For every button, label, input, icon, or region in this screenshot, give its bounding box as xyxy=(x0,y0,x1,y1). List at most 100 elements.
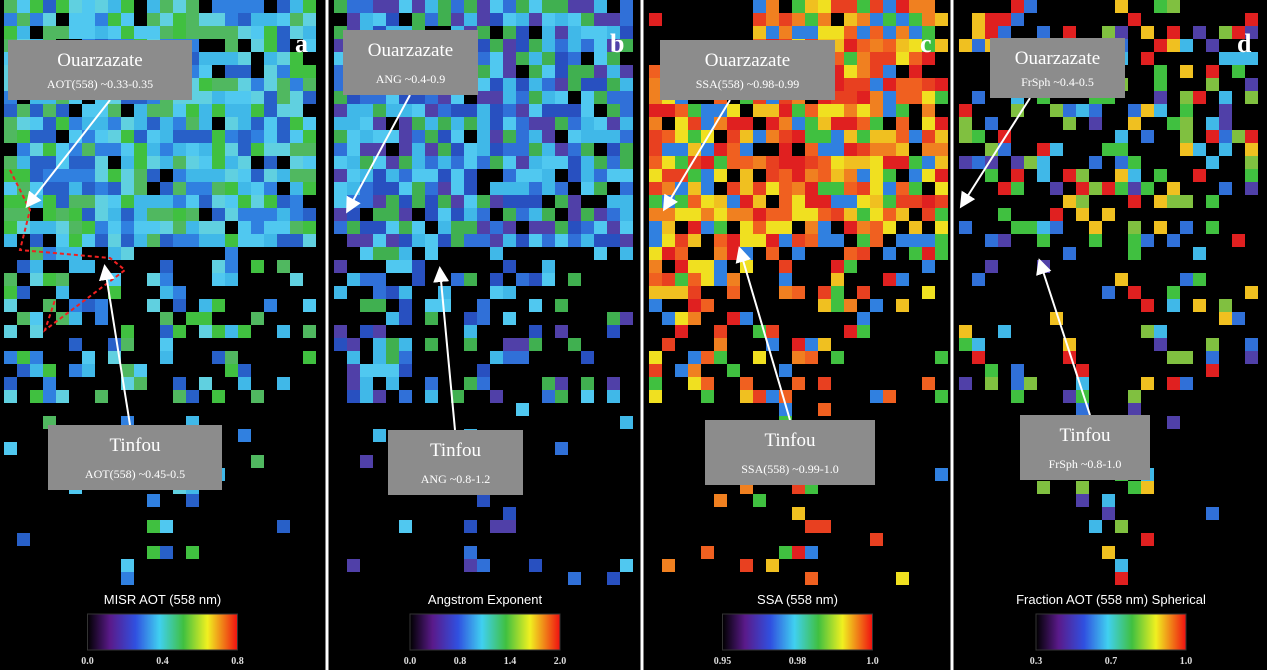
map-pixel xyxy=(1193,91,1206,104)
map-pixel xyxy=(334,286,347,299)
arrow xyxy=(735,246,791,421)
map-pixel xyxy=(399,299,412,312)
map-pixel xyxy=(503,91,516,104)
map-pixel xyxy=(69,260,82,273)
map-pixel xyxy=(581,78,594,91)
map-pixel xyxy=(95,234,108,247)
map-pixel xyxy=(675,260,688,273)
map-pixel xyxy=(688,299,701,312)
map-pixel xyxy=(425,104,438,117)
map-pixel xyxy=(173,26,186,39)
map-pixel xyxy=(1193,143,1206,156)
map-pixel xyxy=(568,52,581,65)
map-pixel xyxy=(399,260,412,273)
map-pixel xyxy=(727,156,740,169)
map-pixel xyxy=(529,234,542,247)
map-pixel xyxy=(412,117,425,130)
map-pixel xyxy=(1011,156,1024,169)
map-pixel xyxy=(264,221,277,234)
map-pixel xyxy=(779,273,792,286)
map-pixel xyxy=(334,208,347,221)
map-pixel xyxy=(477,208,490,221)
map-pixel xyxy=(972,130,985,143)
map-pixel xyxy=(542,39,555,52)
map-pixel xyxy=(251,208,264,221)
map-pixel xyxy=(818,143,831,156)
map-pixel xyxy=(516,91,529,104)
map-pixel xyxy=(1037,221,1050,234)
map-pixel xyxy=(69,364,82,377)
map-pixel xyxy=(649,221,662,234)
map-pixel xyxy=(212,390,225,403)
map-pixel xyxy=(438,182,451,195)
map-pixel xyxy=(199,156,212,169)
map-pixel xyxy=(1076,104,1089,117)
map-pixel xyxy=(792,377,805,390)
map-pixel xyxy=(857,247,870,260)
map-pixel xyxy=(818,234,831,247)
map-pixel xyxy=(1128,247,1141,260)
map-pixel xyxy=(56,273,69,286)
map-pixel xyxy=(727,117,740,130)
map-pixel xyxy=(805,156,818,169)
map-pixel xyxy=(1154,195,1167,208)
map-pixel xyxy=(714,195,727,208)
map-pixel xyxy=(1115,169,1128,182)
map-pixel xyxy=(1245,156,1258,169)
map-pixel xyxy=(688,364,701,377)
map-pixel xyxy=(264,117,277,130)
map-pixel xyxy=(399,338,412,351)
map-pixel xyxy=(464,546,477,559)
map-pixel xyxy=(1154,65,1167,78)
map-pixel xyxy=(766,208,779,221)
map-pixel xyxy=(238,130,251,143)
map-pixel xyxy=(264,52,277,65)
map-pixel xyxy=(490,221,503,234)
map-pixel xyxy=(701,390,714,403)
map-pixel xyxy=(277,221,290,234)
map-pixel xyxy=(1102,143,1115,156)
map-pixel xyxy=(347,351,360,364)
map-pixel xyxy=(412,156,425,169)
map-pixel xyxy=(199,169,212,182)
map-pixel xyxy=(1063,390,1076,403)
map-pixel xyxy=(43,117,56,130)
map-pixel xyxy=(56,221,69,234)
map-pixel xyxy=(399,195,412,208)
map-pixel xyxy=(199,104,212,117)
map-pixel xyxy=(620,65,633,78)
map-pixel xyxy=(740,182,753,195)
map-pixel xyxy=(1011,182,1024,195)
colorbar-tick-label: 0.3 xyxy=(1030,656,1043,667)
map-pixel xyxy=(1180,273,1193,286)
map-pixel xyxy=(516,195,529,208)
map-pixel xyxy=(740,156,753,169)
map-pixel xyxy=(160,104,173,117)
map-pixel xyxy=(542,130,555,143)
map-pixel xyxy=(225,65,238,78)
map-pixel xyxy=(43,130,56,143)
map-pixel xyxy=(766,247,779,260)
map-pixel xyxy=(251,182,264,195)
map-pixel xyxy=(555,65,568,78)
map-pixel xyxy=(438,13,451,26)
map-pixel xyxy=(334,169,347,182)
map-pixel xyxy=(779,143,792,156)
map-pixel xyxy=(147,494,160,507)
map-pixel xyxy=(69,130,82,143)
map-pixel xyxy=(82,208,95,221)
map-pixel xyxy=(4,286,17,299)
map-pixel xyxy=(373,299,386,312)
map-pixel xyxy=(985,364,998,377)
map-pixel xyxy=(857,221,870,234)
map-pixel xyxy=(1245,78,1258,91)
map-pixel xyxy=(766,559,779,572)
map-pixel xyxy=(1076,481,1089,494)
map-pixel xyxy=(69,338,82,351)
map-pixel xyxy=(438,208,451,221)
map-pixel xyxy=(1206,65,1219,78)
map-pixel xyxy=(43,13,56,26)
map-pixel xyxy=(883,273,896,286)
map-pixel xyxy=(662,143,675,156)
map-pixel xyxy=(290,169,303,182)
